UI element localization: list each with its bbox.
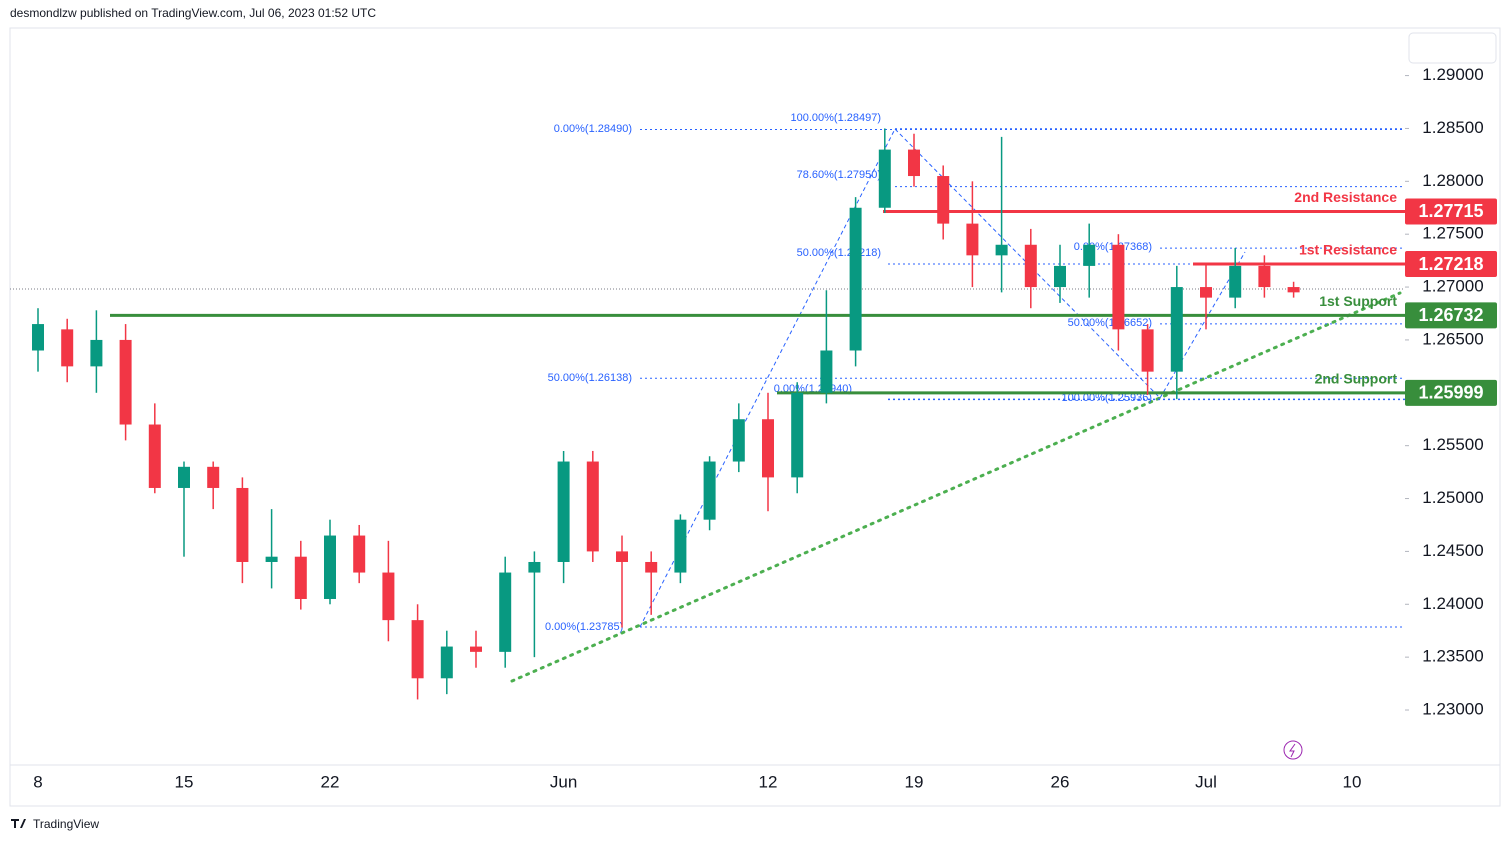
price-badge — [1405, 198, 1497, 225]
y-tick-label: 1.27500 — [1422, 224, 1483, 243]
fib-label: 78.60%(1.27950) — [797, 169, 881, 181]
candle-body — [499, 572, 512, 652]
candle-body — [265, 556, 278, 562]
fib-label: 0.00%(1.23785) — [545, 621, 623, 633]
level-name: 1st Resistance — [1299, 242, 1397, 258]
candle-body — [732, 419, 745, 462]
candle-body — [878, 149, 891, 208]
candle-body — [294, 556, 307, 599]
x-tick-label: 19 — [905, 772, 924, 791]
y-tick-label: 1.29000 — [1422, 65, 1483, 84]
candle-body — [703, 461, 716, 520]
candle-body — [645, 561, 658, 573]
candle-body — [411, 620, 424, 679]
candle-body — [849, 207, 862, 351]
x-tick-label: Jun — [550, 772, 577, 791]
scale-button[interactable] — [1408, 32, 1497, 64]
candle-body — [674, 519, 687, 573]
candle-body — [470, 646, 482, 652]
fib-label: 100.00%(1.28497) — [790, 112, 881, 124]
candle-body — [616, 551, 628, 562]
y-tick-label: 1.25500 — [1422, 435, 1483, 454]
y-tick-label: 1.27000 — [1422, 277, 1483, 296]
x-tick-label: Jul — [1195, 772, 1217, 791]
candle-body — [995, 244, 1008, 256]
logo — [11, 819, 26, 828]
candle-body — [1141, 329, 1154, 372]
y-tick-label: 1.28500 — [1422, 118, 1483, 137]
price-badge-label: 1.26732 — [1418, 305, 1483, 325]
x-tick-label: 15 — [175, 772, 194, 791]
candle-body — [908, 149, 920, 177]
candle-body — [324, 535, 336, 599]
candle-body — [557, 461, 570, 562]
fib-label: 50.00%(1.26138) — [548, 372, 632, 384]
candle-body — [32, 324, 44, 351]
candle-body — [1170, 287, 1183, 372]
x-tick-label: 12 — [759, 772, 778, 791]
candle-body — [586, 461, 599, 552]
plot-layer: 1.23000 1.23500 1.24000 1.24500 1.25000 1.255… — [32, 65, 1497, 791]
trendline — [510, 291, 1402, 683]
candle-body — [382, 572, 395, 621]
price-badge-label: 1.27218 — [1418, 254, 1483, 274]
candle-body — [1112, 244, 1125, 330]
candle-body — [791, 392, 804, 478]
y-tick-label: 1.24500 — [1422, 541, 1483, 560]
candle-body — [90, 339, 103, 367]
x-tick-label: 26 — [1051, 772, 1070, 791]
price-badge — [1405, 379, 1497, 406]
x-tick-label: 22 — [321, 772, 340, 791]
candle-body — [1054, 265, 1066, 288]
level-name: 1st Support — [1319, 293, 1397, 309]
x-tick-label: 10 — [1343, 772, 1362, 791]
candle-body — [937, 176, 950, 224]
candle-body — [119, 339, 132, 425]
fib-label: 50.00%(1.26652) — [1068, 317, 1152, 329]
fib-label: 0.00%(1.28490) — [554, 123, 632, 135]
candle-body — [1229, 265, 1242, 298]
candle-body — [762, 419, 774, 478]
candle-body — [1258, 265, 1271, 288]
price-badge — [1405, 251, 1497, 278]
candle-body — [236, 487, 249, 562]
candle-body — [61, 329, 74, 367]
fib-label: 50.00%(1.27218) — [797, 247, 881, 259]
candle-body — [440, 646, 453, 679]
y-tick-label: 1.23000 — [1422, 700, 1483, 719]
footer: TradingView — [33, 817, 99, 831]
y-tick-label: 1.25000 — [1422, 488, 1483, 507]
price-badge-label: 1.27715 — [1418, 201, 1483, 221]
alert-icon[interactable] — [1283, 740, 1303, 760]
candle-body — [1024, 244, 1037, 288]
x-tick-label: 8 — [33, 772, 42, 791]
candle-body — [1200, 287, 1212, 298]
y-tick-label: 1.24000 — [1422, 594, 1483, 613]
candle-body — [207, 466, 220, 488]
candle-body — [148, 424, 161, 488]
candle-body — [820, 350, 833, 393]
y-tick-label: 1.26500 — [1422, 329, 1483, 348]
level-name: 2nd Resistance — [1294, 189, 1397, 205]
candle-body — [178, 466, 190, 488]
y-tick-label: 1.28000 — [1422, 171, 1483, 190]
price-badge — [1405, 302, 1497, 329]
candle-body — [1287, 287, 1300, 293]
chart-frame — [9, 27, 1501, 807]
candle-body — [528, 561, 541, 573]
price-badge-label: 1.25999 — [1418, 383, 1483, 403]
candle-body — [1083, 244, 1096, 266]
level-name: 2nd Support — [1315, 371, 1398, 387]
alert-bolt — [1289, 743, 1296, 758]
fib-label: 100.00%(1.25936) — [1061, 392, 1152, 404]
candle-body — [966, 223, 979, 256]
header: desmondlzw published on TradingView.com,… — [10, 6, 376, 20]
y-tick-label: 1.23500 — [1422, 647, 1483, 666]
candle-body — [353, 535, 366, 573]
